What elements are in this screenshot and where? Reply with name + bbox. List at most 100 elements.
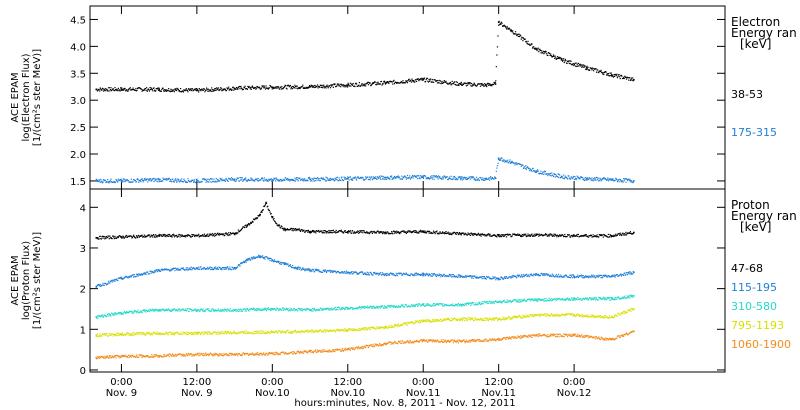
- data-point: [548, 173, 551, 175]
- data-point: [170, 269, 173, 271]
- data-point: [465, 82, 467, 85]
- data-point: [396, 230, 398, 232]
- data-point: [578, 177, 581, 179]
- data-point: [100, 181, 102, 183]
- data-point: [343, 307, 345, 310]
- data-point: [424, 273, 426, 275]
- data-point: [196, 180, 198, 182]
- data-point: [389, 175, 392, 177]
- data-point: [96, 88, 98, 90]
- data-point: [96, 317, 98, 319]
- data-point: [230, 177, 233, 179]
- data-point: [543, 300, 545, 302]
- data-point: [156, 309, 158, 311]
- data-point: [159, 309, 161, 312]
- data-point: [405, 304, 407, 306]
- data-point: [218, 234, 220, 236]
- data-point: [542, 173, 544, 176]
- data-point: [110, 315, 112, 317]
- data-point: [118, 312, 120, 314]
- data-point: [214, 232, 216, 235]
- data-point: [460, 303, 462, 305]
- data-point: [101, 335, 103, 337]
- data-point: [301, 269, 303, 271]
- data-point: [352, 82, 354, 85]
- data-point: [534, 273, 536, 276]
- data-point: [174, 88, 176, 90]
- data-point: [501, 160, 504, 162]
- data-point: [573, 297, 576, 299]
- data-point: [589, 297, 591, 299]
- proton-frame: [89, 188, 726, 373]
- data-point: [482, 84, 484, 86]
- data-point: [322, 230, 324, 232]
- data-point: [240, 262, 242, 264]
- data-point: [398, 273, 401, 275]
- data-point: [507, 159, 509, 161]
- data-point: [404, 175, 406, 177]
- data-point: [609, 72, 611, 74]
- data-point: [621, 180, 624, 182]
- data-point: [123, 178, 126, 180]
- data-point: [230, 88, 232, 90]
- data-point: [439, 79, 441, 82]
- data-point: [628, 79, 630, 81]
- data-point: [195, 309, 197, 312]
- data-point: [274, 220, 276, 223]
- data-point: [196, 332, 198, 335]
- data-point: [619, 298, 621, 300]
- data-point: [366, 231, 368, 233]
- data-point: [164, 89, 166, 92]
- data-point: [400, 272, 402, 275]
- data-point: [221, 309, 223, 311]
- data-point: [435, 274, 437, 277]
- data-point: [421, 274, 423, 276]
- data-point: [383, 178, 385, 180]
- data-point: [491, 176, 493, 179]
- data-point: [209, 266, 211, 268]
- data-point: [340, 272, 342, 274]
- data-point: [197, 180, 199, 182]
- data-point: [455, 81, 457, 83]
- data-point: [530, 299, 533, 301]
- data-point: [357, 85, 359, 87]
- data-point: [101, 235, 104, 237]
- data-point: [432, 303, 435, 305]
- data-point: [315, 232, 317, 234]
- data-point: [182, 90, 184, 92]
- data-point: [535, 47, 537, 49]
- data-point: [544, 52, 546, 54]
- data-point: [264, 203, 267, 205]
- data-point: [116, 332, 118, 334]
- data-point: [216, 88, 218, 90]
- data-point: [119, 313, 121, 315]
- data-point: [210, 90, 212, 93]
- data-point: [314, 86, 316, 89]
- data-point: [607, 233, 609, 235]
- data-point: [95, 315, 97, 318]
- data-point: [425, 175, 427, 177]
- data-point: [576, 175, 578, 177]
- data-point: [278, 261, 280, 263]
- data-point: [555, 173, 557, 176]
- data-point: [163, 235, 165, 237]
- data-point: [242, 88, 245, 91]
- data-point: [160, 310, 162, 312]
- data-point: [285, 307, 288, 309]
- data-point: [128, 310, 130, 312]
- data-point: [292, 88, 294, 90]
- data-point: [231, 89, 233, 91]
- data-point: [97, 89, 99, 91]
- data-point: [419, 79, 421, 81]
- data-point: [529, 300, 531, 302]
- data-point: [584, 276, 586, 278]
- data-point: [346, 177, 348, 180]
- data-point: [273, 259, 276, 261]
- data-point: [346, 84, 349, 86]
- data-point: [223, 309, 225, 311]
- data-point: [114, 89, 117, 91]
- data-point: [485, 177, 487, 179]
- data-point: [555, 299, 557, 301]
- data-point: [298, 87, 300, 89]
- data-point: [189, 267, 191, 269]
